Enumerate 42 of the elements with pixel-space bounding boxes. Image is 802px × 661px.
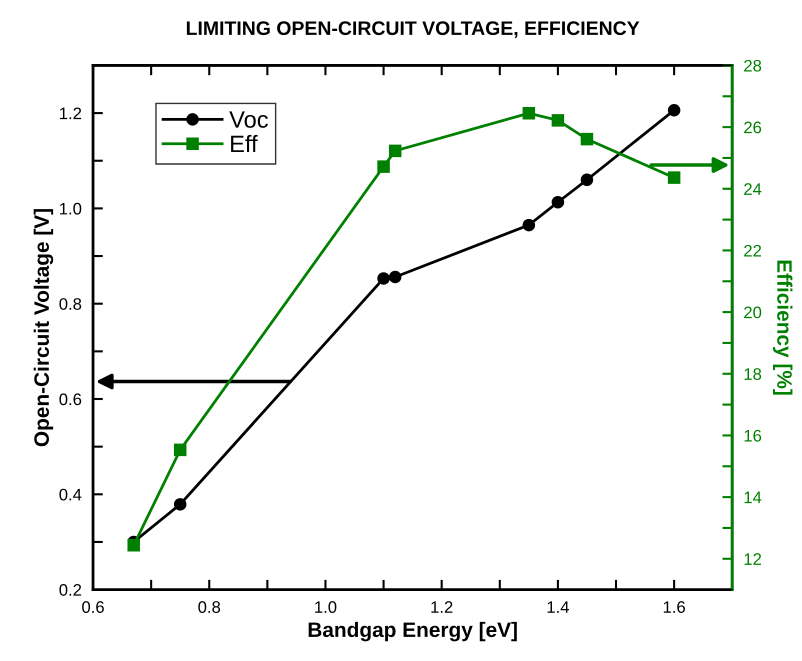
point — [580, 174, 594, 186]
point — [580, 132, 594, 146]
point — [522, 106, 536, 120]
y2-tick-label: 16 — [744, 430, 762, 442]
point — [552, 196, 564, 208]
x-tick-label: 0.8 — [198, 601, 220, 613]
y-axis-title: Open-Circuit Voltage [V] — [34, 209, 54, 446]
y2-tick-label: 24 — [744, 183, 762, 195]
x-tick-label: 1.0 — [315, 601, 336, 613]
point — [522, 218, 536, 232]
legend-label: Eff — [231, 134, 258, 152]
legend-label: Voc — [229, 111, 268, 128]
point — [174, 444, 186, 456]
y2-tick-label: 14 — [744, 492, 762, 504]
x-tick-label: 0.6 — [82, 601, 104, 613]
point — [668, 171, 680, 184]
y2-tick-label: 20 — [744, 306, 762, 318]
point — [388, 270, 402, 284]
y-tick-label: 0.2 — [59, 584, 82, 596]
y2-tick-label: 22 — [744, 244, 762, 256]
point — [174, 498, 186, 511]
y-tick-label: 0.8 — [59, 298, 82, 310]
x-tick-label: 1.4 — [548, 601, 569, 613]
y2-axis-title: Efficiency [%] — [773, 260, 792, 395]
y2-tick-label: 18 — [744, 368, 762, 380]
x-tick-label: 1.2 — [431, 601, 452, 613]
y2-tick-label: 12 — [744, 553, 762, 565]
y2-tick-label: 28 — [744, 60, 762, 72]
point — [552, 114, 564, 127]
y-tick-label: 1.0 — [60, 202, 82, 215]
point — [388, 144, 402, 158]
y-tick-label: 1.2 — [60, 107, 82, 120]
point — [127, 538, 140, 552]
y-tick-label: 0.4 — [59, 488, 82, 501]
x-tick-label: 1.6 — [664, 601, 685, 613]
y-tick-label: 0.6 — [59, 393, 82, 406]
point — [377, 272, 390, 285]
point — [377, 160, 390, 173]
y2-tick-label: 26 — [744, 122, 762, 134]
chart-title: LIMITING OPEN-CIRCUIT VOLTAGE, EFFICIENCY — [186, 21, 640, 38]
point — [668, 104, 680, 116]
x-axis-title: Bandgap Energy [eV] — [308, 622, 517, 642]
